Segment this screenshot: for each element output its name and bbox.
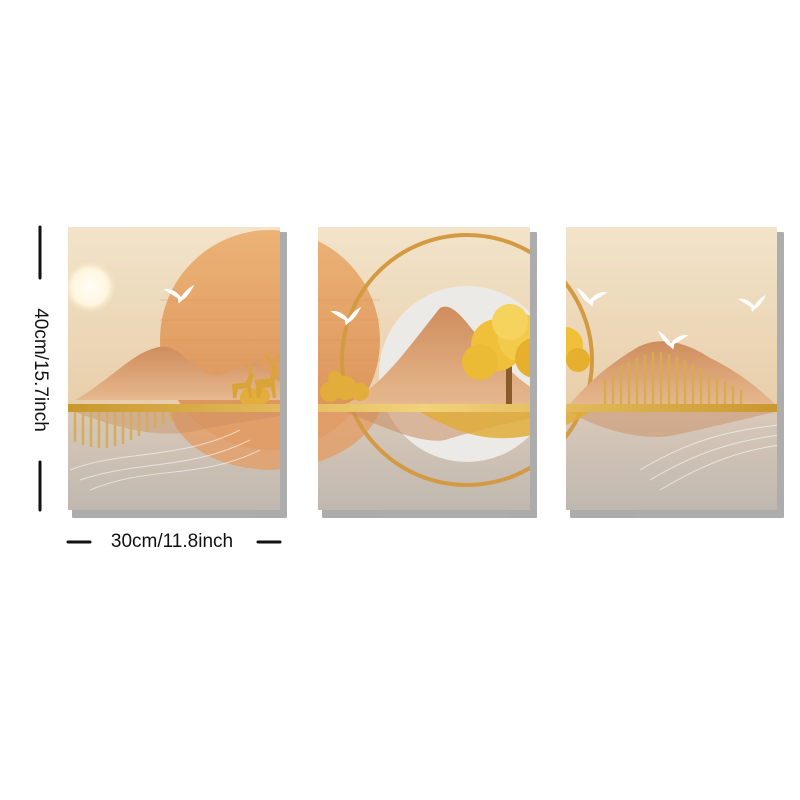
height-dimension-label: 40cm/15.7inch [30,308,51,432]
width-dimension-label: 30cm/11.8inch [110,531,234,552]
